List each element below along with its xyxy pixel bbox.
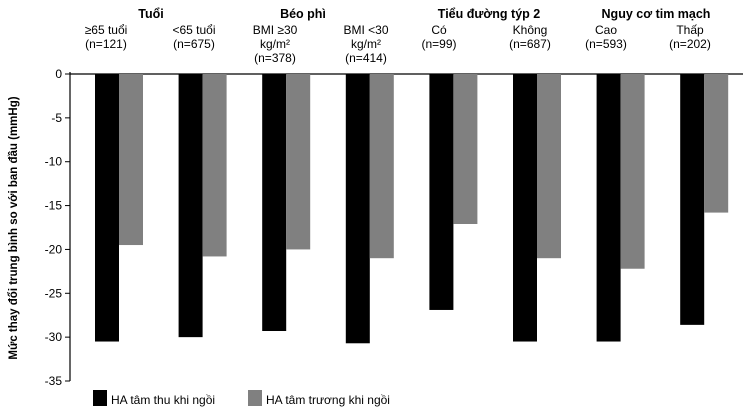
bar-systolic — [95, 74, 119, 342]
bars — [95, 74, 729, 344]
y-tick-label: -30 — [45, 330, 63, 344]
category-label: BMI ≥30 kg/m² (n=378) — [253, 23, 298, 65]
bar-systolic — [262, 74, 287, 332]
group-title: Tiểu đường týp 2 — [438, 7, 540, 21]
bar-diastolic — [286, 74, 311, 250]
group-title: Béo phì — [280, 7, 326, 21]
y-tick-label: -15 — [45, 199, 63, 213]
bar-systolic — [178, 74, 203, 338]
y-tick-label: -25 — [45, 286, 63, 300]
y-tick-label: 0 — [55, 67, 62, 81]
category-label: ≥65 tuổi (n=121) — [85, 23, 128, 51]
bar-diastolic — [537, 74, 561, 259]
bar-systolic — [429, 74, 454, 310]
bar-diastolic — [704, 74, 729, 213]
bar-diastolic — [620, 74, 645, 269]
group-title: Nguy cơ tim mạch — [602, 7, 711, 21]
y-tick-label: -20 — [45, 242, 63, 256]
bar-systolic — [680, 74, 705, 325]
y-tick-labels: 0 -5 -10 -15 -20 -25 -30 -35 — [45, 67, 70, 388]
y-tick-label: -35 — [45, 374, 63, 388]
category-labels: ≥65 tuổi (n=121) <65 tuổi (n=675) BMI ≥30 kg/… — [85, 23, 711, 65]
category-label: <65 tuổi (n=675) — [172, 23, 215, 51]
y-tick-label: -5 — [51, 111, 62, 125]
legend-swatch-diastolic — [248, 390, 262, 406]
y-tick-label: -10 — [45, 155, 63, 169]
bar-diastolic — [453, 74, 478, 224]
legend-swatch-systolic — [93, 390, 107, 406]
bar-diastolic — [369, 74, 394, 259]
group-titles: Tuổi Béo phì Tiểu đường týp 2 Nguy cơ tim m… — [138, 7, 710, 21]
bar-diastolic — [202, 74, 227, 257]
category-label: Không (n=687) — [509, 23, 551, 51]
bar-systolic — [513, 74, 537, 342]
legend: HA tâm thu khi ngồi HA tâm trương khi ngồ… — [93, 390, 390, 407]
y-axis-label: Mức thay đổi trung bình so với ban đầu (… — [8, 96, 20, 359]
category-label: Có (n=99) — [421, 23, 456, 51]
category-label: Cao (n=593) — [585, 23, 627, 51]
category-label: Thấp (n=202) — [669, 23, 711, 51]
bar-systolic — [596, 74, 621, 342]
bar-diastolic — [119, 74, 143, 246]
legend-label-diastolic: HA tâm trương khi ngồi — [266, 393, 390, 407]
legend-label-systolic: HA tâm thu khi ngồi — [111, 393, 215, 407]
category-label: BMI <30 kg/m² (n=414) — [343, 23, 388, 65]
group-title: Tuổi — [138, 7, 163, 21]
bar-systolic — [345, 74, 370, 344]
